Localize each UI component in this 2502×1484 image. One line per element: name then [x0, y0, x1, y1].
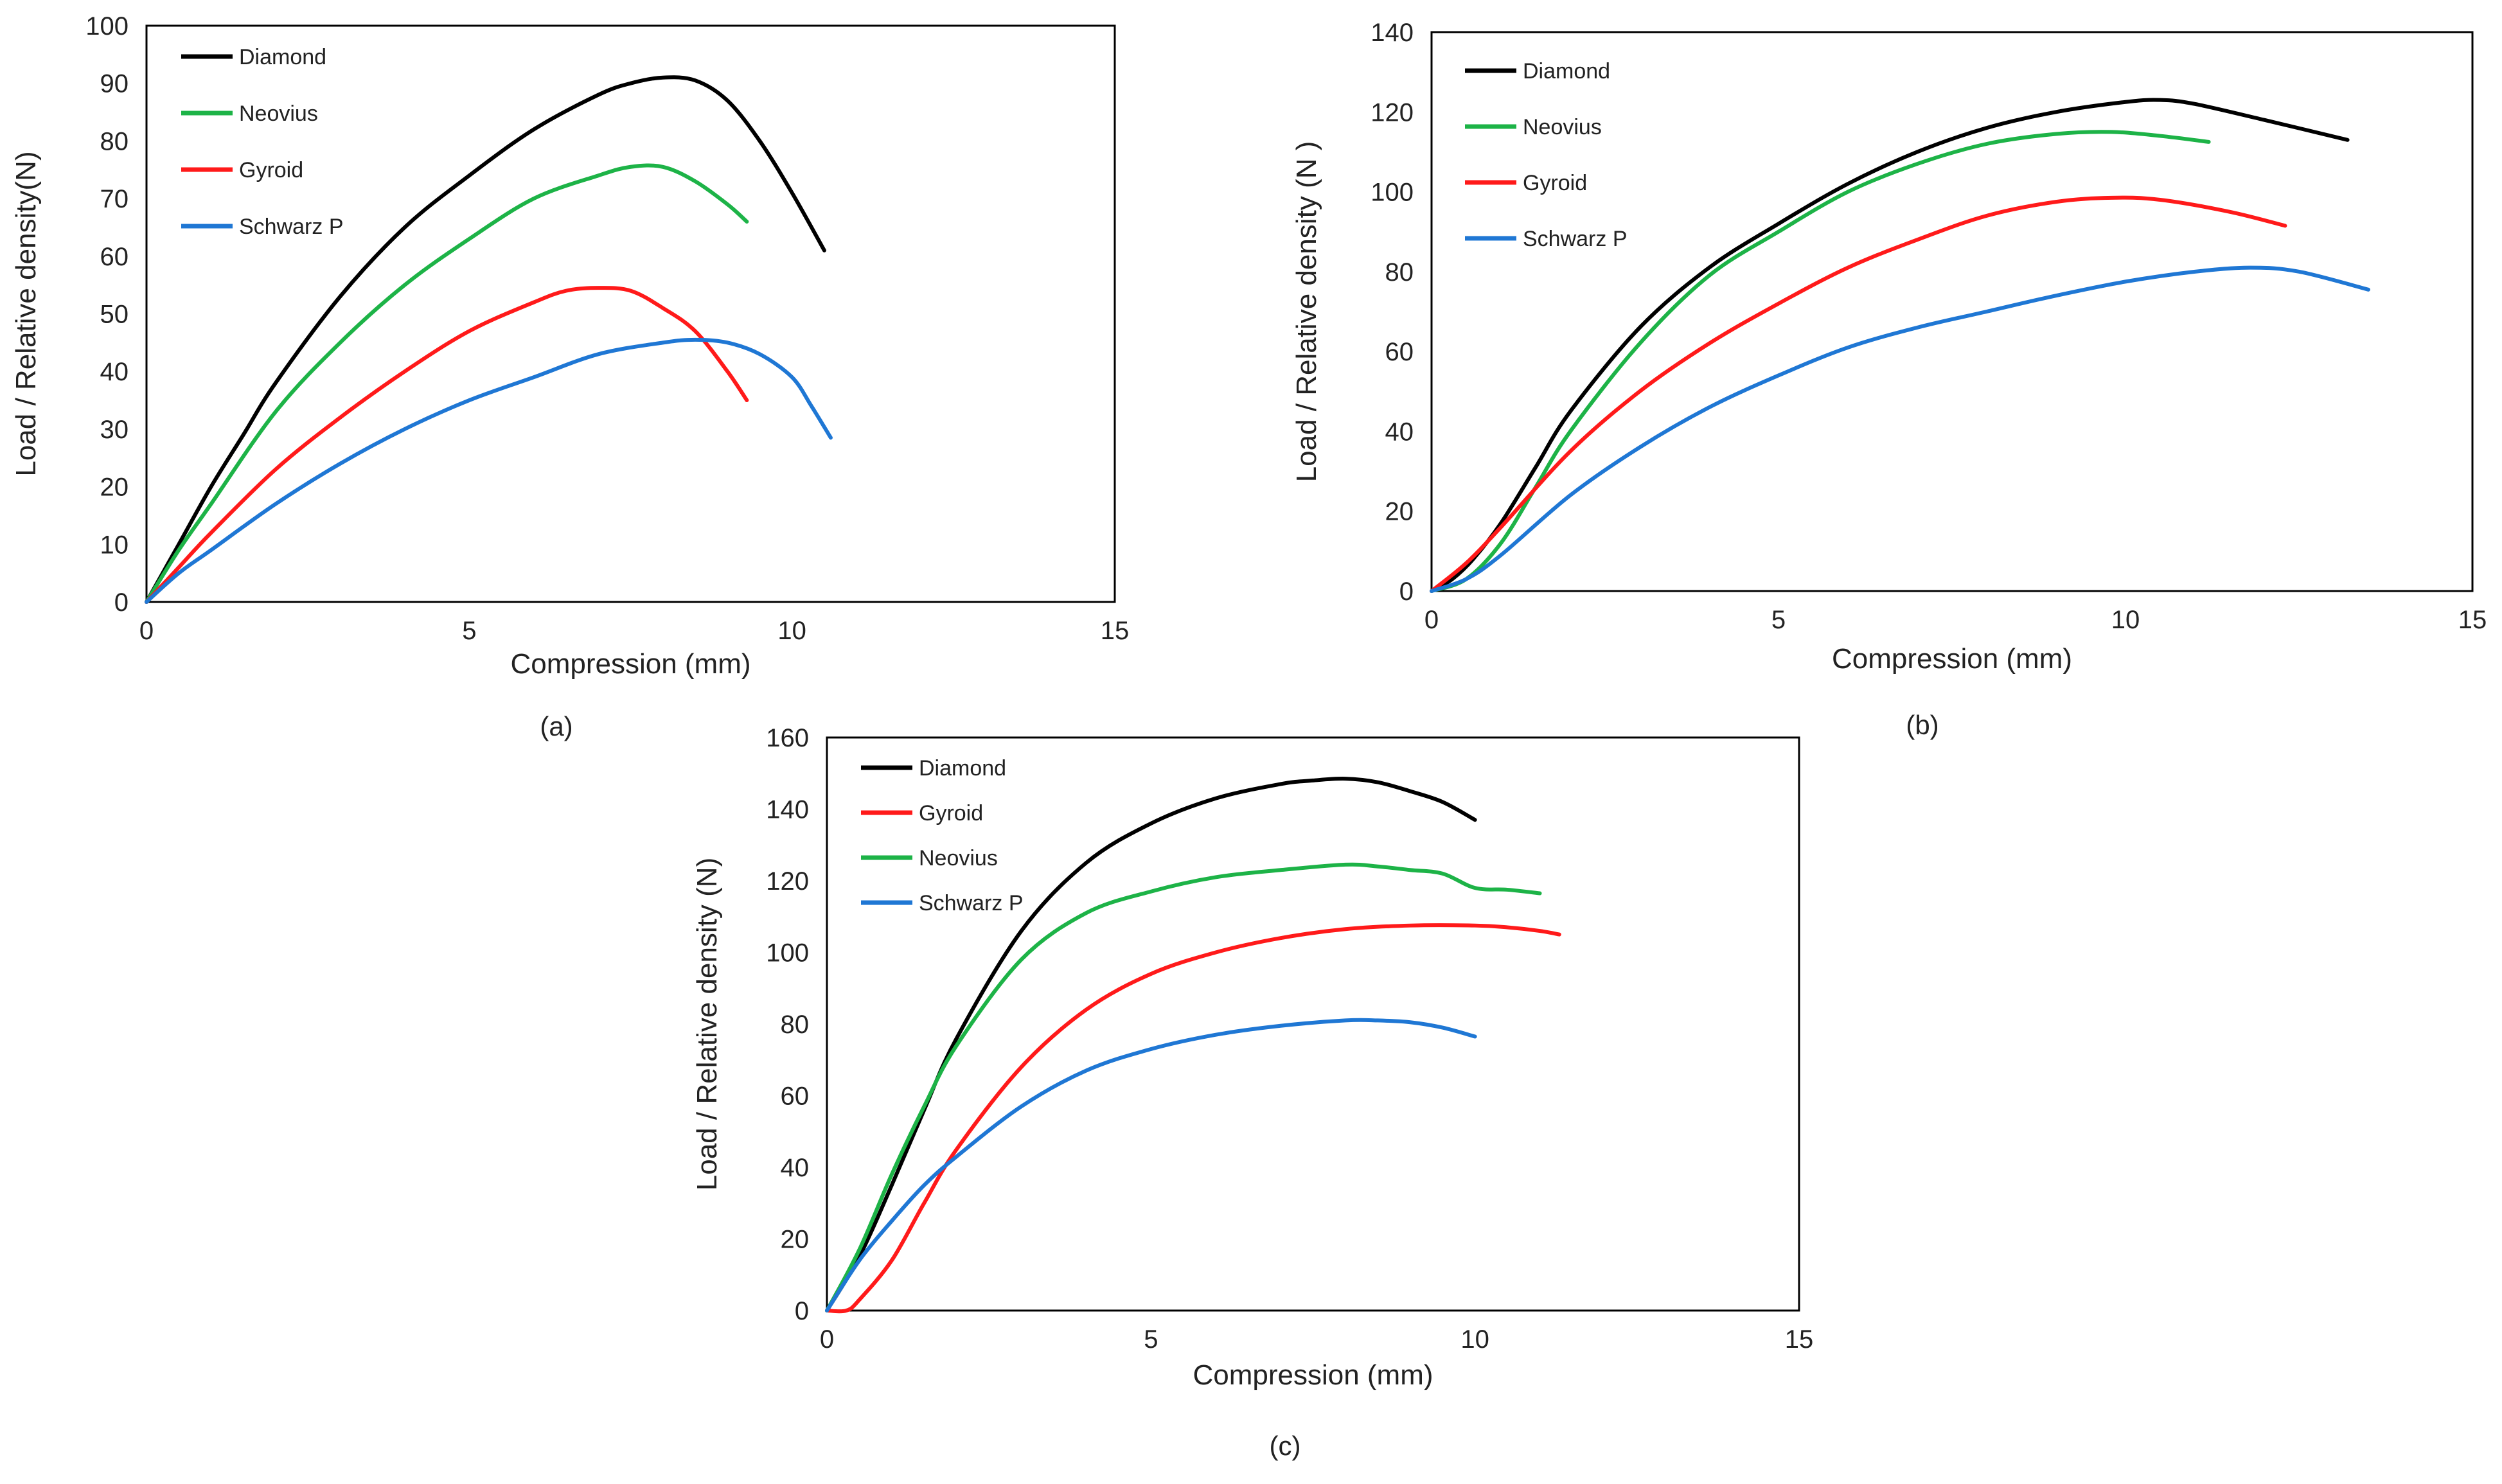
y-axis-label: Load / Relative density (N) [691, 858, 723, 1190]
plot-frame [1430, 31, 2474, 592]
y-tick-label: 100 [85, 12, 129, 40]
series-line-diamond [145, 75, 826, 604]
y-tick-label: 50 [100, 301, 129, 329]
legend-label-diamond: Diamond [239, 45, 326, 69]
y-tick-label: 10 [100, 531, 129, 559]
chart-panel-2: 0 20 40 60 80 100 120 140 160 0 5 10 15 Compression (… [691, 724, 1813, 1461]
y-axis-label: Load / Relative density (N ) [1291, 141, 1322, 482]
y-tick-label: 30 [100, 416, 129, 444]
series-line-diamond [1430, 98, 2350, 593]
series-line-schwarz-p [145, 337, 833, 604]
series-line-schwarz-p [1430, 265, 2370, 593]
series-line-gyroid [825, 923, 1561, 1314]
x-tick-label: 5 [462, 617, 476, 645]
x-tick-label: 15 [1785, 1325, 1814, 1354]
legend-label-neovius: Neovius [919, 846, 998, 870]
series-line-gyroid [145, 286, 749, 604]
y-tick-label: 60 [781, 1082, 810, 1111]
y-tick-label: 90 [100, 70, 129, 98]
x-tick-label: 10 [2111, 606, 2140, 634]
series-line-gyroid [1430, 195, 2287, 593]
x-tick-label: 10 [1460, 1325, 1489, 1354]
y-tick-label: 0 [795, 1297, 809, 1325]
chart-panel-1: 0 20 40 60 80 100 120 140 0 5 10 15 Compression (mm)… [1291, 19, 2487, 740]
y-tick-label: 20 [1385, 498, 1414, 526]
plot-frame [145, 24, 1116, 603]
y-tick-label: 0 [1399, 578, 1414, 606]
series-line-neovius [145, 163, 749, 604]
x-tick-label: 5 [1771, 606, 1786, 634]
legend-label-schwarz-p: Schwarz P [1523, 227, 1628, 251]
series-line-neovius [1430, 130, 2211, 593]
chart-panel-0: 0 10 20 30 40 50 60 70 80 90 100 0 5 10 15 Compression … [10, 12, 1129, 741]
y-tick-label: 60 [1385, 338, 1414, 366]
y-tick-label: 80 [100, 127, 129, 155]
legend-label-gyroid: Gyroid [239, 158, 303, 182]
y-tick-label: 60 [100, 243, 129, 271]
series-line-schwarz-p [825, 1018, 1477, 1312]
y-tick-label: 140 [1371, 19, 1414, 47]
legend-label-gyroid: Gyroid [1523, 171, 1587, 195]
y-tick-label: 0 [114, 588, 129, 617]
y-tick-label: 40 [1385, 418, 1414, 446]
y-tick-label: 140 [766, 796, 809, 824]
y-axis-label: Load / Relative density(N) [10, 151, 42, 476]
plot-frame [826, 736, 1800, 1312]
legend-label-schwarz-p: Schwarz P [239, 215, 344, 239]
x-tick-label: 0 [1424, 606, 1439, 634]
x-axis-label: Compression (mm) [1193, 1359, 1433, 1391]
y-tick-label: 40 [100, 358, 129, 386]
x-tick-label: 15 [2458, 606, 2487, 634]
y-tick-label: 120 [766, 867, 809, 896]
y-tick-label: 100 [766, 939, 809, 967]
legend-label-neovius: Neovius [1523, 115, 1602, 139]
x-tick-label: 0 [820, 1325, 834, 1354]
panel-label: (c) [1270, 1431, 1301, 1461]
y-tick-label: 80 [781, 1011, 810, 1039]
x-tick-label: 5 [1144, 1325, 1158, 1354]
y-tick-label: 160 [766, 724, 809, 752]
panel-label: (b) [1906, 710, 1939, 740]
series-line-neovius [825, 862, 1542, 1312]
y-tick-label: 20 [100, 473, 129, 502]
y-tick-label: 100 [1371, 179, 1414, 207]
x-axis-label: Compression (mm) [510, 648, 750, 680]
y-tick-label: 120 [1371, 98, 1414, 127]
x-tick-label: 0 [139, 617, 154, 645]
y-tick-label: 80 [1385, 258, 1414, 287]
x-axis-label: Compression (mm) [1832, 643, 2072, 675]
y-tick-label: 20 [781, 1226, 810, 1254]
legend-label-neovius: Neovius [239, 102, 318, 126]
legend-label-diamond: Diamond [919, 756, 1006, 781]
y-tick-label: 40 [781, 1154, 810, 1182]
x-tick-label: 15 [1101, 617, 1130, 645]
panel-label: (a) [540, 711, 572, 741]
legend-label-gyroid: Gyroid [919, 801, 983, 826]
legend-label-diamond: Diamond [1523, 59, 1610, 84]
y-tick-label: 70 [100, 185, 129, 213]
legend-label-schwarz-p: Schwarz P [919, 891, 1024, 915]
x-tick-label: 10 [777, 617, 806, 645]
